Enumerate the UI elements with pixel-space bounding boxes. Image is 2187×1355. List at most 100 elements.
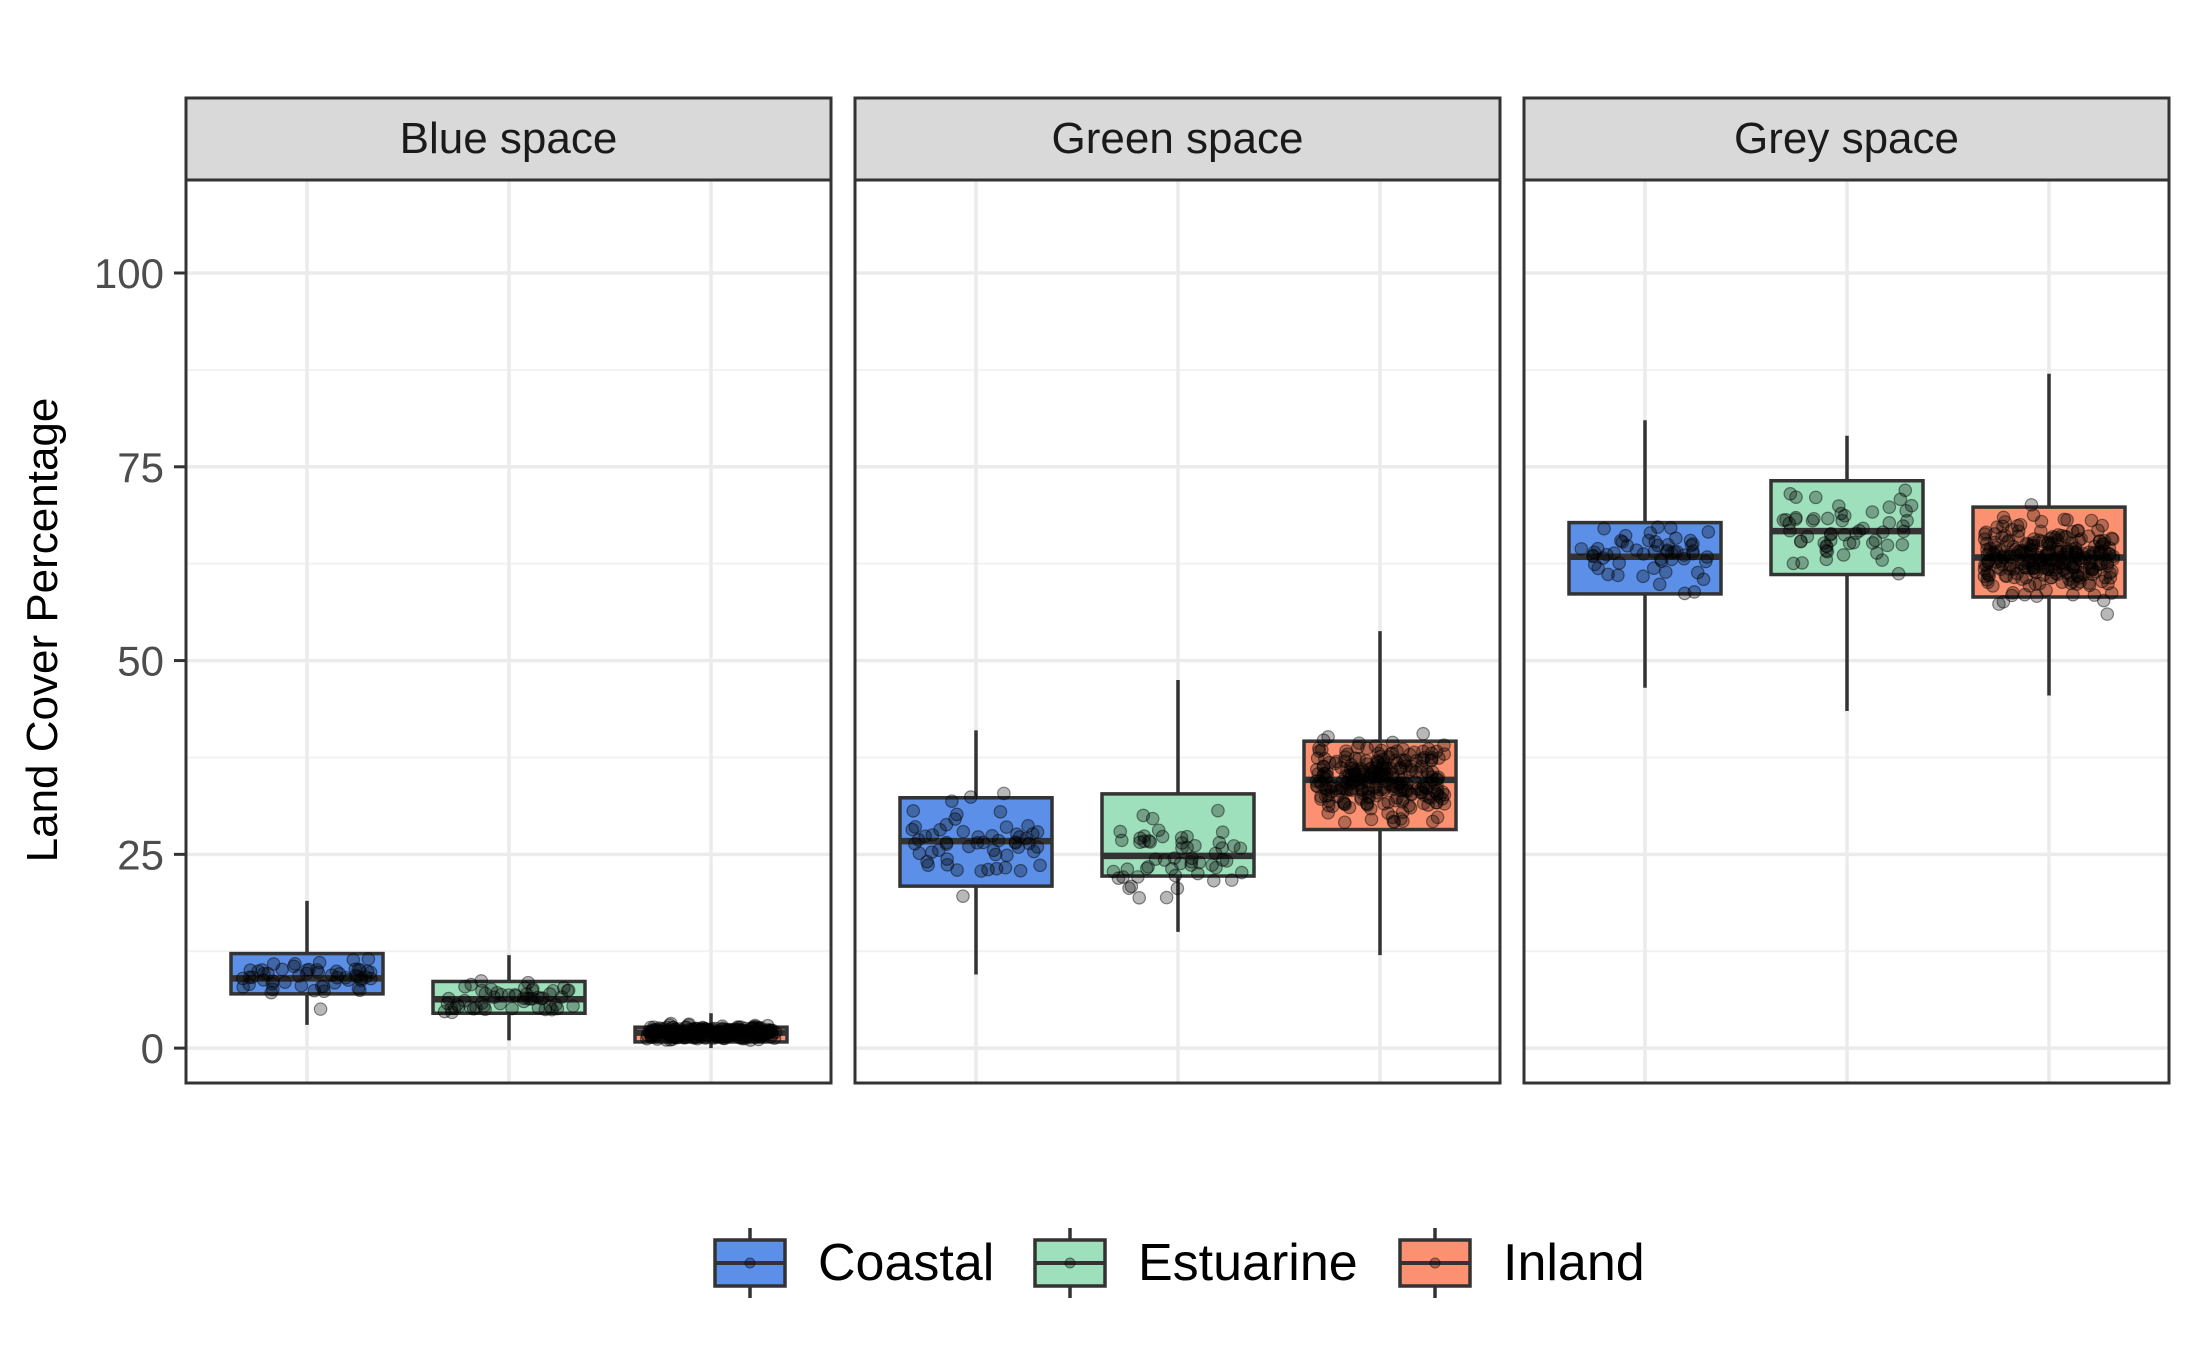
data-point bbox=[2041, 544, 2056, 559]
data-point bbox=[1388, 753, 1403, 768]
data-point bbox=[1354, 776, 1368, 791]
data-point bbox=[2050, 533, 2065, 548]
data-point bbox=[1415, 765, 1430, 780]
data-point bbox=[2032, 576, 2047, 591]
data-point bbox=[683, 1022, 697, 1037]
data-point bbox=[2014, 545, 2029, 560]
data-point bbox=[1900, 513, 1914, 528]
data-point bbox=[1979, 536, 1994, 551]
data-point bbox=[997, 786, 1011, 801]
data-point bbox=[721, 1029, 735, 1044]
data-point bbox=[2100, 558, 2115, 573]
data-point bbox=[761, 1024, 775, 1038]
jitter-points bbox=[1977, 498, 2121, 621]
data-point bbox=[338, 970, 353, 985]
data-point bbox=[2070, 568, 2085, 583]
data-point bbox=[1000, 848, 1014, 863]
data-point bbox=[764, 1023, 778, 1038]
data-point bbox=[1319, 772, 1333, 787]
data-point bbox=[502, 988, 516, 1002]
data-point bbox=[1981, 567, 1996, 582]
data-point bbox=[1364, 767, 1378, 781]
data-point bbox=[708, 1021, 723, 1036]
data-point bbox=[748, 1024, 762, 1039]
data-point bbox=[685, 1024, 700, 1039]
data-point bbox=[1788, 512, 1803, 526]
data-point bbox=[750, 1020, 764, 1034]
data-point bbox=[661, 1027, 676, 1042]
data-point bbox=[2057, 563, 2071, 577]
data-point bbox=[2066, 560, 2081, 574]
data-point bbox=[1379, 762, 1394, 776]
data-point bbox=[2082, 561, 2097, 575]
data-point bbox=[1786, 556, 1801, 571]
data-point bbox=[1113, 824, 1128, 839]
data-point bbox=[1141, 860, 1155, 874]
data-point bbox=[993, 805, 1008, 819]
data-point bbox=[1988, 540, 2003, 555]
data-point bbox=[1334, 760, 1349, 775]
data-point bbox=[1414, 785, 1428, 800]
data-point bbox=[1316, 759, 1331, 774]
data-point bbox=[444, 1001, 459, 1016]
data-point bbox=[644, 1025, 658, 1040]
data-point bbox=[737, 1024, 751, 1038]
data-point bbox=[745, 1022, 760, 1036]
data-point bbox=[2017, 545, 2032, 560]
data-point bbox=[918, 829, 932, 844]
data-point bbox=[1700, 550, 1715, 564]
data-point bbox=[2045, 529, 2060, 544]
data-point bbox=[2105, 564, 2119, 579]
data-point bbox=[349, 968, 363, 983]
data-point bbox=[650, 1032, 665, 1046]
data-point bbox=[945, 794, 959, 808]
data-point bbox=[1386, 779, 1400, 794]
data-point bbox=[1370, 755, 1385, 770]
data-point bbox=[1893, 492, 1908, 507]
data-point bbox=[1660, 543, 1675, 557]
data-point bbox=[307, 983, 322, 998]
data-point bbox=[2058, 550, 2072, 564]
data-point bbox=[696, 1021, 711, 1035]
data-point bbox=[1615, 535, 1630, 549]
data-point bbox=[1174, 831, 1189, 845]
data-point bbox=[1377, 768, 1392, 783]
data-point bbox=[1983, 541, 1997, 556]
data-point bbox=[1342, 768, 1356, 782]
data-point bbox=[2063, 568, 2078, 583]
data-point bbox=[1339, 744, 1353, 758]
data-point bbox=[1415, 752, 1429, 766]
data-point bbox=[1807, 512, 1821, 526]
data-point bbox=[691, 1027, 705, 1042]
data-point bbox=[651, 1024, 665, 1038]
data-point bbox=[660, 1024, 674, 1039]
data-point bbox=[739, 1023, 754, 1038]
data-point bbox=[722, 1022, 736, 1037]
data-point bbox=[2060, 513, 2074, 527]
data-point bbox=[2082, 576, 2096, 590]
data-point bbox=[1184, 858, 1198, 872]
data-point bbox=[1370, 754, 1384, 768]
data-point bbox=[2055, 562, 2070, 576]
data-point bbox=[2072, 571, 2087, 585]
data-point bbox=[757, 1026, 771, 1041]
data-point bbox=[518, 981, 532, 995]
data-point bbox=[525, 983, 540, 998]
data-point bbox=[1591, 541, 1605, 556]
data-point bbox=[2104, 531, 2119, 546]
data-point bbox=[2006, 562, 2021, 576]
data-point bbox=[1343, 761, 1358, 776]
data-point bbox=[1989, 545, 2004, 559]
data-point bbox=[963, 790, 978, 804]
data-point bbox=[1148, 852, 1163, 866]
data-point bbox=[1321, 788, 1335, 803]
data-point bbox=[1677, 551, 1691, 566]
data-point bbox=[1340, 783, 1354, 797]
data-point bbox=[1421, 767, 1436, 781]
data-point bbox=[440, 996, 455, 1011]
data-point bbox=[765, 1027, 779, 1042]
data-point bbox=[2023, 544, 2038, 558]
data-point bbox=[734, 1024, 749, 1038]
data-point bbox=[2037, 555, 2052, 570]
